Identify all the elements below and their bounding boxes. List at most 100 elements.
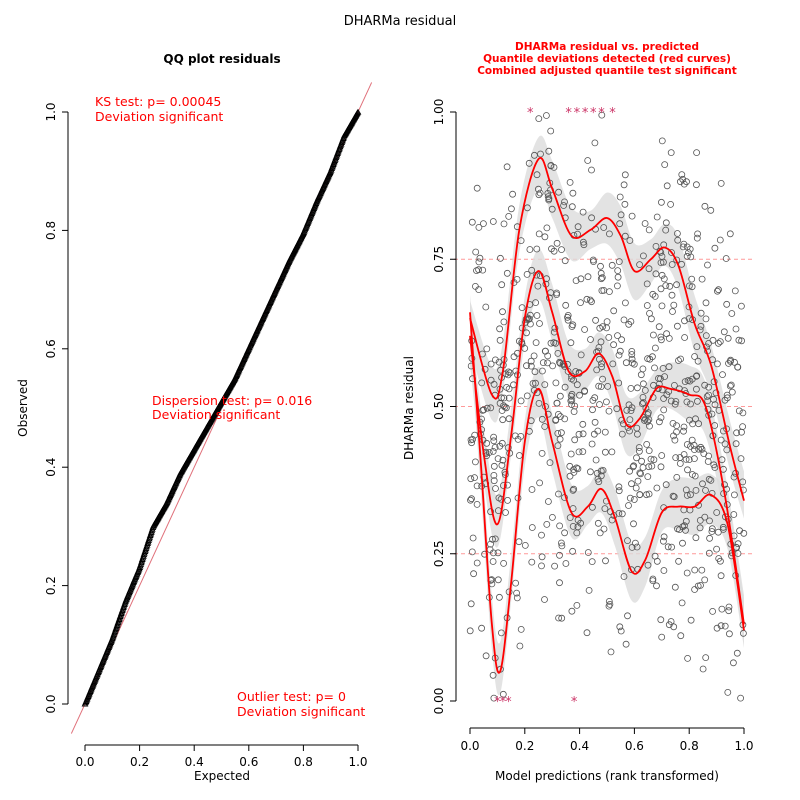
- residual-point: [683, 252, 691, 260]
- residual-point: [522, 315, 530, 323]
- residual-point: [469, 534, 477, 542]
- residual-title-line2: Quantile deviations detected (red curves…: [483, 53, 731, 65]
- residual-point: [532, 379, 539, 387]
- residual-point: [734, 550, 742, 557]
- residual-point: [737, 455, 745, 463]
- residual-point: [489, 447, 497, 455]
- residual-point: [687, 253, 695, 261]
- residual-point: [513, 589, 520, 597]
- qq-xlabel: Expected: [194, 769, 250, 783]
- residual-point: [614, 332, 621, 340]
- residual-point: [527, 357, 535, 365]
- residual-point: [727, 358, 734, 365]
- residual-point: [521, 542, 529, 549]
- residual-point: [584, 273, 592, 281]
- residual-point: [499, 690, 507, 698]
- residual-point: [628, 347, 636, 355]
- residual-point: [549, 362, 556, 370]
- residual-point: [573, 381, 581, 389]
- residual-point: [568, 607, 576, 615]
- residual-point: [532, 339, 540, 347]
- residual-point: [562, 301, 570, 309]
- residual-point: [523, 270, 531, 278]
- residual-point: [632, 484, 640, 492]
- residual-point: [568, 401, 575, 409]
- residual-point: [693, 385, 700, 393]
- residual-point: [589, 503, 596, 511]
- residual-point: [660, 406, 668, 414]
- residual-point: [531, 368, 539, 376]
- residual-point: [701, 576, 709, 584]
- residual-point: [489, 549, 497, 557]
- residual-point: [696, 517, 704, 524]
- residual-point: [709, 608, 716, 615]
- residual-point: [515, 538, 523, 546]
- residual-point: [672, 454, 680, 462]
- residual-point: [639, 365, 647, 373]
- outlier-star: *: [527, 106, 534, 121]
- residual-point: [661, 161, 669, 169]
- residual-point: [626, 416, 634, 424]
- residual-point: [628, 404, 636, 412]
- residual-point: [671, 381, 678, 389]
- residual-point: [507, 205, 515, 213]
- residual-point: [581, 387, 588, 395]
- residual-point: [691, 566, 699, 574]
- residual-point: [718, 605, 726, 613]
- residual-point: [541, 423, 549, 430]
- residual-point: [535, 230, 543, 238]
- residual-point: [529, 380, 537, 387]
- qq-x-tick-label: 0.0: [75, 755, 94, 769]
- residual-point: [726, 630, 733, 638]
- residual-point: [734, 540, 742, 548]
- residual-point: [505, 415, 513, 423]
- residual-point: [628, 359, 636, 367]
- residual-point: [695, 420, 702, 428]
- residual-point: [675, 357, 682, 364]
- residual-point: [634, 430, 641, 438]
- residual-point: [660, 567, 668, 574]
- residual-point: [536, 320, 543, 327]
- residual-point: [663, 330, 670, 338]
- residual-point: [550, 339, 558, 347]
- residual-point: [686, 377, 694, 385]
- residual-point: [470, 570, 478, 578]
- residual-point: [630, 520, 637, 528]
- qq-ylabel: Observed: [16, 379, 30, 437]
- outlier-star: *: [571, 695, 578, 710]
- residual-point: [676, 454, 684, 461]
- residual-point: [498, 281, 506, 289]
- residual-point: [479, 406, 487, 414]
- residual-point: [620, 316, 628, 324]
- residual-point: [712, 389, 720, 397]
- residual-point: [539, 359, 547, 367]
- residual-y-tick-label: 0.25: [432, 540, 446, 567]
- residual-point: [505, 368, 512, 376]
- residual-point: [567, 450, 575, 458]
- residual-point: [717, 436, 725, 444]
- residual-point: [558, 429, 565, 437]
- residual-point: [600, 286, 608, 294]
- residual-point: [719, 523, 727, 531]
- residual-point: [607, 648, 615, 656]
- residual-point: [656, 247, 664, 255]
- figure-title: DHARMa residual: [344, 14, 457, 29]
- residual-point: [694, 397, 701, 405]
- residual-point: [598, 360, 605, 368]
- residual-point: [566, 472, 574, 480]
- residual-point: [685, 315, 693, 323]
- residual-point: [696, 524, 704, 532]
- residual-point: [673, 428, 680, 436]
- residual-point: [571, 402, 579, 410]
- residual-point: [544, 189, 552, 197]
- residual-point: [608, 261, 616, 269]
- residual-point: [640, 252, 647, 260]
- residual-point: [541, 233, 549, 241]
- residual-point: [490, 471, 498, 479]
- residual-point: [668, 543, 675, 551]
- residual-point: [530, 352, 538, 360]
- residual-point: [577, 351, 585, 359]
- residual-point: [656, 418, 663, 426]
- residual-point: [569, 523, 577, 530]
- residual-point: [726, 230, 734, 238]
